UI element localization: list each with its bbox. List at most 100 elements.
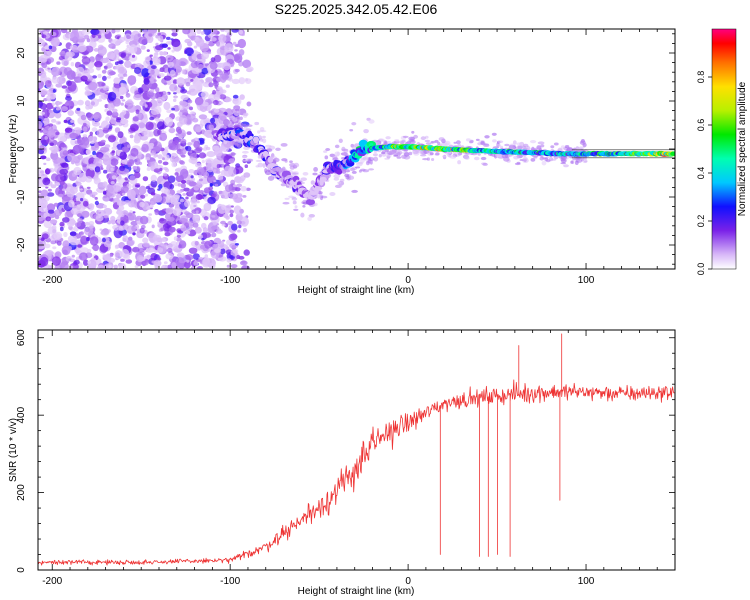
spectrogram-halo-blob <box>413 134 418 139</box>
spectrogram-halo-blob <box>480 141 485 145</box>
spectrogram-noise-blob <box>195 226 202 234</box>
snr-panel: -200 -100 0 100 0 200 400 600 Height of straigh… <box>8 329 676 597</box>
spectrogram-noise-blob <box>203 202 212 212</box>
spectrogram-noise-blob <box>56 76 66 85</box>
spectrogram-noise-blob <box>108 43 116 49</box>
spectrogram-noise-blob <box>213 108 220 113</box>
spectrogram-noise-blob <box>66 51 75 57</box>
spectrogram-noise-blob <box>240 185 247 192</box>
spectrogram-noise-blob <box>151 65 157 69</box>
spectrogram-noise-blob <box>201 238 205 241</box>
spectrogram-noise-blob <box>171 29 180 34</box>
spectrogram-noise-blob <box>226 258 232 263</box>
spectrogram-noise-blob <box>150 69 155 75</box>
spectrogram-noise-blob <box>72 144 82 154</box>
spectrogram-noise-blob <box>157 154 163 159</box>
spectrogram-noise-blob <box>134 217 140 221</box>
spectrogram-noise-blob <box>217 86 223 91</box>
spectrogram-halo-blob <box>480 156 487 161</box>
spectrogram-noise-blob <box>68 219 77 226</box>
snr-x-tick-label: -200 <box>42 576 62 587</box>
spectrogram-noise-blob <box>113 227 119 231</box>
spectrogram-noise-blob <box>143 130 152 138</box>
spectrogram-noise-blob <box>229 213 234 218</box>
spectrogram-noise-blob <box>76 204 82 211</box>
spectrogram-noise-blob <box>117 72 126 78</box>
spectrogram-noise-blob <box>101 69 107 74</box>
spectrogram-halo-blob <box>420 154 427 157</box>
spectrogram-noise-blob <box>232 41 237 46</box>
spectrogram-noise-blob <box>47 67 51 70</box>
spectrogram-noise-blob <box>194 216 200 221</box>
spectrogram-noise-blob <box>173 98 177 103</box>
spectrogram-halo-blob <box>227 123 234 126</box>
spectrogram-noise-blob <box>56 61 61 65</box>
spectrogram-noise-blob <box>162 161 169 166</box>
spectrogram-noise-blob <box>102 157 112 166</box>
spectrogram-noise-blob <box>180 240 184 245</box>
spectrogram-halo-blob <box>289 160 293 163</box>
spectrogram-noise-blob <box>79 188 83 191</box>
spectrogram-noise-blob <box>91 120 96 124</box>
spectrogram-y-tick-label: 20 <box>16 47 27 59</box>
spectrogram-noise-blob <box>110 181 115 185</box>
spectrogram-noise-blob <box>38 241 44 248</box>
spectrogram-noise-blob <box>41 34 47 39</box>
spectrogram-noise-blob <box>62 217 70 223</box>
spectrogram-noise-blob <box>106 110 113 116</box>
spectrogram-halo-blob <box>329 192 336 196</box>
spectrogram-noise-blob <box>111 111 119 118</box>
spectrogram-noise-blob <box>118 213 125 218</box>
spectrogram-noise-blob <box>245 187 251 191</box>
spectrogram-noise-blob <box>224 97 232 103</box>
spectrogram-noise-blob <box>218 240 225 248</box>
spectrogram-noise-blob <box>128 54 138 62</box>
spectrogram-noise-blob <box>113 83 122 89</box>
spectrogram-noise-blob <box>148 33 153 37</box>
spectrogram-noise-blob <box>150 192 156 196</box>
spectrogram-noise-blob <box>191 266 195 269</box>
spectrogram-noise-blob <box>214 248 221 253</box>
spectrogram-noise-blob <box>47 226 57 235</box>
spectrogram-halo-blob <box>470 152 478 156</box>
spectrogram-halo-blob <box>312 172 318 176</box>
spectrogram-noise-blob <box>83 34 90 40</box>
spectrogram-noise-blob <box>110 158 119 166</box>
spectrogram-noise-blob <box>65 95 72 101</box>
spectrogram-noise-blob <box>49 142 54 146</box>
spectrogram-noise-blob <box>107 51 115 60</box>
spectrogram-noise-blob <box>234 187 241 192</box>
spectrogram-noise-blob <box>95 214 104 222</box>
spectrogram-noise-blob <box>191 139 196 143</box>
spectrogram-noise-blob <box>112 98 121 107</box>
spectrogram-halo-blob <box>411 130 415 134</box>
spectrogram-noise-blob <box>98 34 102 39</box>
spectrogram-noise-blob <box>153 168 161 173</box>
spectrogram-noise-blob <box>151 224 155 229</box>
spectrogram-noise-blob <box>39 129 43 133</box>
spectrogram-noise-blob <box>150 174 157 182</box>
spectrogram-noise-blob <box>226 32 232 37</box>
spectrogram-halo-blob <box>333 177 340 181</box>
spectrogram-noise-blob <box>146 90 154 98</box>
spectrogram-noise-blob <box>210 117 216 124</box>
spectrogram-halo-blob <box>273 157 280 163</box>
spectrogram-noise-blob <box>140 194 146 199</box>
spectrogram-noise-blob <box>176 190 183 194</box>
spectrogram-halo-blob <box>242 155 247 159</box>
spectrogram-halo-blob <box>239 116 243 121</box>
spectrogram-noise-blob <box>148 213 153 216</box>
spectrogram-noise-blob <box>163 75 172 81</box>
spectrogram-halo-blob <box>563 147 566 150</box>
spectrogram-noise-blob <box>46 95 52 102</box>
spectrogram-noise-blob <box>60 29 68 34</box>
spectrogram-noise-blob <box>153 79 157 82</box>
spectrogram-noise-blob <box>180 182 186 189</box>
spectrogram-noise-blob <box>229 193 239 200</box>
spectrogram-noise-blob <box>170 194 180 203</box>
spectrogram-noise-blob <box>208 124 214 131</box>
spectrogram-noise-blob <box>213 180 217 183</box>
spectrogram-halo-blob <box>338 138 343 143</box>
spectrogram-noise-blob <box>176 234 181 238</box>
spectrogram-halo-blob <box>369 159 373 165</box>
